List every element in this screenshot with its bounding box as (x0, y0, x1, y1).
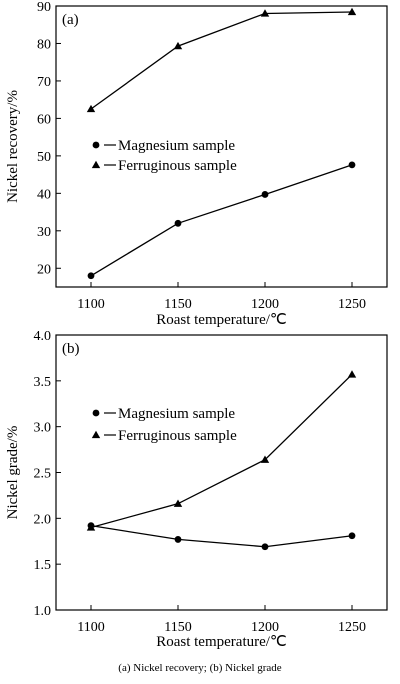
y-tick-label: 60 (37, 112, 51, 127)
y-axis-label: Nickel recovery/% (5, 90, 21, 203)
y-tick-label: 1.0 (34, 604, 52, 619)
legend-label: Magnesium sample (118, 406, 235, 422)
figure-caption: (a) Nickel recovery; (b) Nickel grade (118, 662, 282, 674)
series-line-magnesium (90, 164, 353, 277)
data-point-ferruginous (260, 9, 270, 17)
x-tick-label: 1100 (77, 620, 104, 635)
data-point-magnesium (261, 543, 269, 551)
series-line-ferruginous (90, 11, 353, 110)
x-tick-label: 1150 (164, 297, 191, 312)
data-point-magnesium (174, 219, 182, 227)
legend-label: Magnesium sample (118, 138, 235, 154)
y-tick-label: 70 (37, 75, 51, 90)
data-point-magnesium (261, 191, 269, 198)
x-tick-label: 1250 (338, 620, 366, 635)
y-axis-label: Nickel grade/% (5, 426, 21, 520)
data-point-magnesium (348, 532, 356, 540)
y-tick-label: 40 (37, 187, 51, 202)
legend-label: Ferruginous sample (118, 428, 237, 444)
panel-label: (a) (62, 12, 79, 28)
data-point-ferruginous (173, 499, 183, 507)
y-tick-label: 50 (37, 150, 51, 165)
legend-label: Ferruginous sample (118, 158, 237, 174)
y-tick-label: 4.0 (34, 329, 52, 344)
data-point-ferruginous (86, 523, 96, 531)
y-tick-label: 2.0 (34, 512, 52, 527)
x-axis-label: Roast temperature/℃ (156, 634, 287, 650)
series-line-ferruginous (90, 373, 353, 529)
y-tick-label: 1.5 (34, 558, 52, 573)
data-point-ferruginous (86, 104, 96, 113)
y-tick-label: 90 (37, 0, 51, 15)
data-point-ferruginous (260, 455, 270, 463)
plot-frame-2 (55, 334, 388, 611)
data-point-ferruginous (173, 41, 183, 50)
y-tick-label: 30 (37, 225, 51, 240)
x-axis-label: Roast temperature/℃ (156, 312, 287, 328)
y-tick-label: 80 (37, 37, 51, 52)
data-point-magnesium (174, 536, 182, 543)
data-point-magnesium (87, 272, 95, 280)
series-line-magnesium (90, 525, 353, 548)
x-tick-label: 1250 (338, 297, 366, 312)
y-tick-label: 3.5 (34, 375, 52, 390)
panel-label: (b) (62, 341, 80, 357)
x-tick-label: 1100 (77, 297, 104, 312)
y-tick-label: 3.0 (34, 421, 52, 436)
data-point-ferruginous (347, 7, 357, 16)
y-tick-label: 2.5 (34, 467, 52, 482)
x-tick-label: 1150 (164, 620, 191, 635)
y-tick-label: 20 (37, 262, 51, 277)
plot-frame-1 (55, 5, 388, 288)
legend-marker (91, 160, 101, 169)
x-tick-label: 1200 (251, 620, 279, 635)
legend-marker (92, 141, 100, 149)
legend-marker (92, 409, 100, 417)
data-point-ferruginous (347, 370, 357, 378)
x-tick-label: 1200 (251, 297, 279, 312)
legend-marker (91, 430, 101, 439)
data-point-magnesium (348, 161, 356, 169)
